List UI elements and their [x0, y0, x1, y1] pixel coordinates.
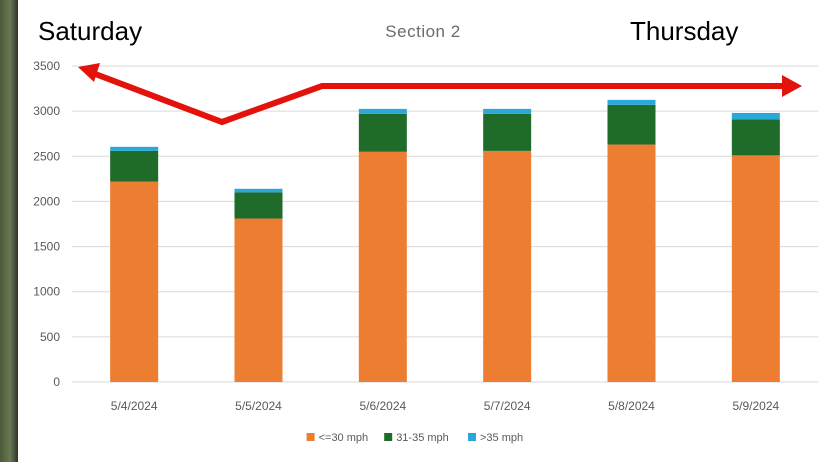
legend-label: 31-35 mph	[396, 432, 449, 444]
y-axis: 0 500 1000 1500 2000 2500 3000 3500	[33, 59, 60, 389]
gridlines	[72, 65, 818, 383]
bar-segment	[110, 146, 159, 151]
legend-swatch	[384, 433, 393, 441]
bar-segment	[358, 151, 407, 382]
chart-title: Section 2	[385, 22, 460, 41]
x-tick-label: 5/5/2024	[235, 399, 282, 413]
y-tick-label: 3000	[33, 104, 60, 118]
x-tick-label: 5/6/2024	[359, 399, 406, 413]
bar-segment	[607, 104, 656, 145]
legend-label: <=30 mph	[319, 432, 369, 444]
annotation-thursday: Thursday	[630, 16, 738, 46]
bar-segment	[731, 119, 780, 156]
bar-segment	[483, 108, 532, 114]
bar-segment	[607, 99, 656, 105]
bar-segment	[358, 113, 407, 152]
x-tick-label: 5/7/2024	[484, 399, 531, 413]
bar-segment	[731, 155, 780, 382]
bar-segment	[234, 192, 283, 219]
bar-segment	[110, 181, 159, 382]
legend-swatch	[468, 433, 476, 441]
arrow-head-left	[78, 63, 100, 82]
annotations: Saturday Thursday	[38, 16, 802, 126]
x-tick-label: 5/8/2024	[608, 399, 655, 413]
legend-swatch	[306, 433, 315, 441]
bar-segment	[234, 188, 283, 193]
y-tick-label: 0	[53, 375, 60, 389]
legend: <=30 mph 31-35 mph >35 mph	[306, 432, 523, 444]
y-tick-label: 1000	[33, 285, 60, 299]
bar-segment	[607, 144, 656, 382]
x-tick-label: 5/9/2024	[732, 399, 779, 413]
y-tick-label: 2000	[33, 194, 60, 208]
y-tick-label: 3500	[33, 59, 60, 73]
bar-segment	[358, 108, 407, 114]
arrow-head-right	[782, 75, 802, 97]
trend-arrow	[88, 69, 788, 126]
bar-segment	[234, 218, 283, 382]
y-tick-label: 2500	[33, 149, 60, 163]
y-tick-label: 500	[40, 330, 60, 344]
bar-segment	[731, 112, 780, 120]
x-tick-label: 5/4/2024	[111, 399, 158, 413]
bar-segment	[110, 150, 159, 182]
y-tick-label: 1500	[33, 240, 60, 254]
x-axis: 5/4/2024 5/5/2024 5/6/2024 5/7/2024 5/8/2024…	[111, 399, 780, 413]
legend-label: >35 mph	[480, 432, 523, 444]
bar-segment	[483, 113, 532, 151]
annotation-saturday: Saturday	[38, 16, 142, 46]
bars	[110, 99, 780, 382]
bar-segment	[483, 150, 532, 382]
